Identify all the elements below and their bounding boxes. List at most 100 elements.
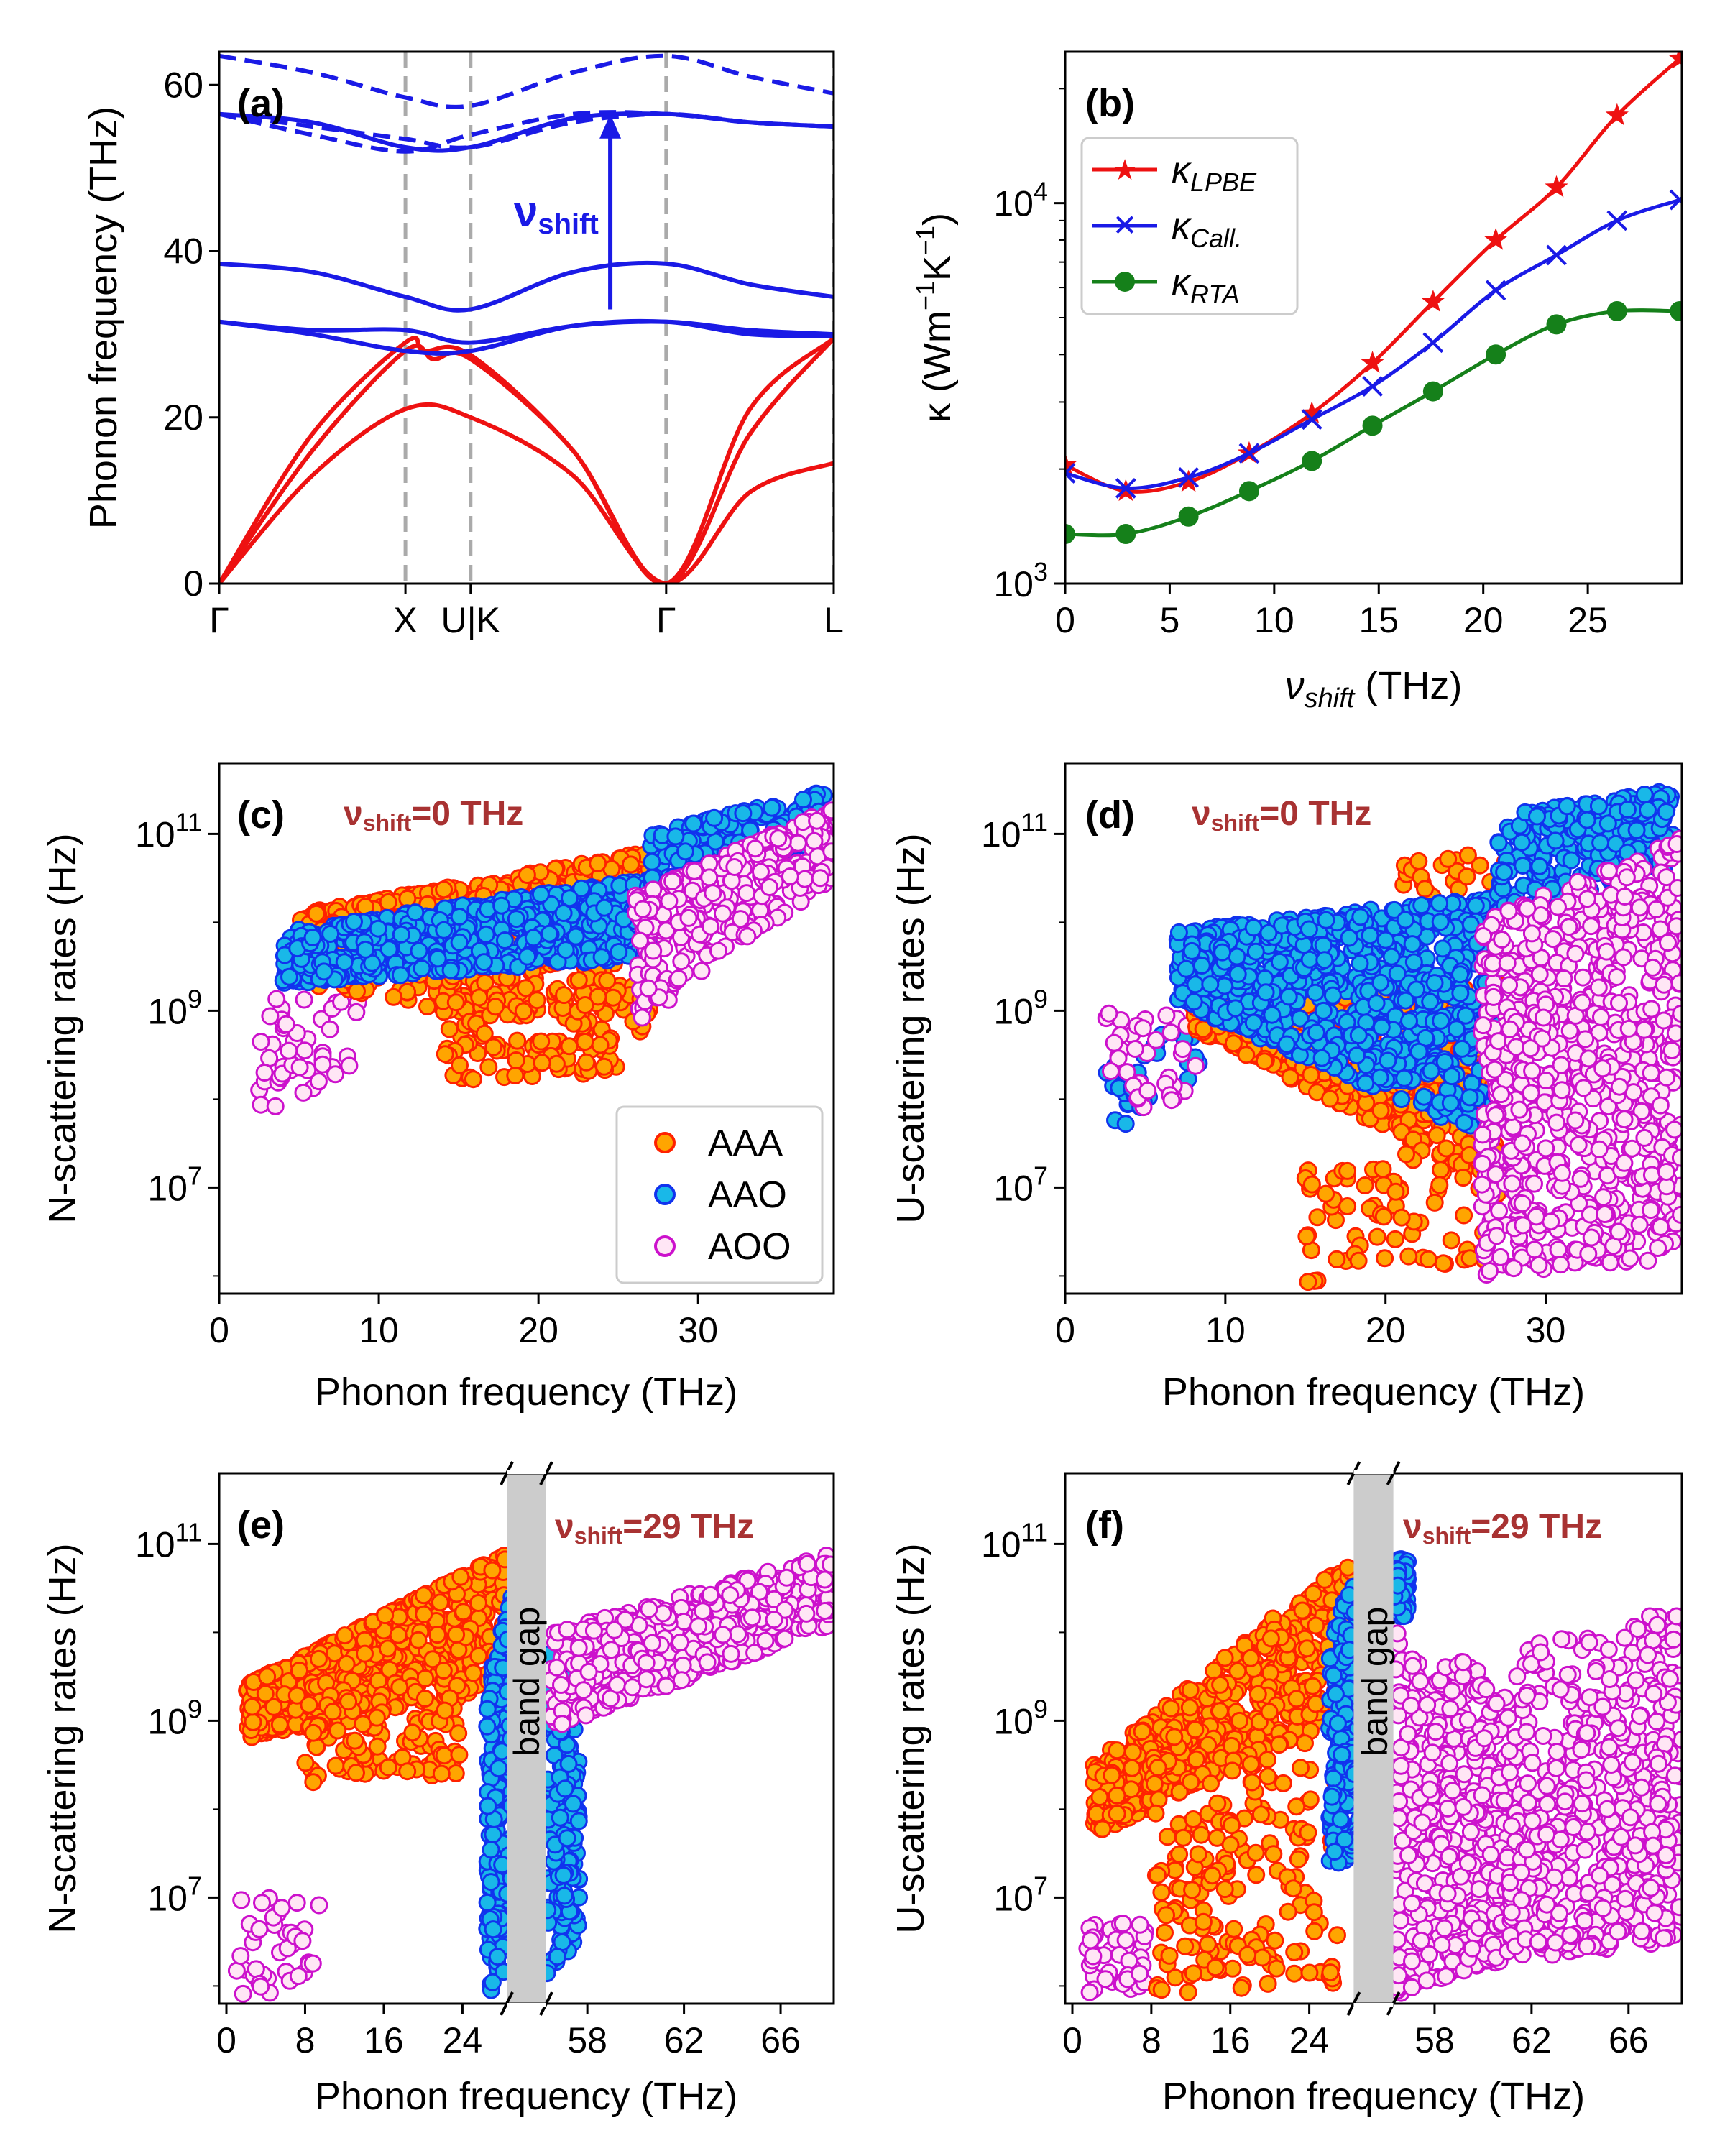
panel-c-xlabel: Phonon frequency (THz) bbox=[315, 1370, 737, 1414]
panel-d-point-aaa bbox=[1338, 1161, 1357, 1180]
panel-d-point-aoo bbox=[1473, 1175, 1491, 1194]
panel-b-point-LPBE-10 bbox=[1668, 52, 1682, 69]
panel-d-point-aao bbox=[1453, 1039, 1471, 1058]
panel-d-point-aoo bbox=[1537, 1072, 1555, 1089]
panel-d-point-aao bbox=[1359, 982, 1378, 1000]
panel-c-point-aaa bbox=[464, 1070, 482, 1089]
panel-c-point-aaa bbox=[622, 855, 640, 874]
panel-c-point-aoo bbox=[280, 1041, 298, 1060]
panel-d-point-aao bbox=[1259, 923, 1278, 942]
panel-c-point-aoo bbox=[746, 839, 765, 858]
panel-d-point-aao bbox=[1315, 951, 1334, 969]
panel-d-point-aoo bbox=[1162, 1023, 1180, 1042]
panel-d-point-aao bbox=[1356, 1074, 1375, 1092]
panel-d-point-aoo bbox=[1576, 1030, 1595, 1049]
panel-d-point-aao bbox=[1314, 936, 1333, 954]
panel-c-point-aao bbox=[380, 940, 398, 959]
panel-d-point-aao bbox=[1431, 913, 1450, 931]
panel-c-point-aoo bbox=[805, 831, 824, 850]
panel-b-point-RTA-4 bbox=[1302, 451, 1322, 471]
panel-c-point-aoo bbox=[639, 979, 658, 998]
panel-d-point-aoo bbox=[1643, 958, 1662, 977]
panel-d-point-aoo bbox=[1639, 1251, 1657, 1270]
panel-d-point-aoo bbox=[1514, 1216, 1532, 1235]
panel-b-point-RTA-3 bbox=[1238, 481, 1259, 502]
panel-d-point-aaa bbox=[1442, 1231, 1460, 1250]
panel-d-point-aao bbox=[1514, 857, 1532, 875]
panel-d-point-aoo bbox=[1486, 1060, 1504, 1079]
panel-c-point-aoo bbox=[295, 1041, 314, 1060]
panel-d-point-aoo bbox=[1573, 993, 1591, 1012]
legend-entry-call: ✕ κCall. bbox=[1092, 206, 1242, 253]
panel-d-point-aoo bbox=[1657, 1163, 1675, 1181]
panel-d-point-aoo bbox=[1530, 1256, 1548, 1274]
panel-d-point-aoo bbox=[1560, 1021, 1579, 1040]
panel-d-point-aoo bbox=[1666, 1024, 1682, 1043]
panel-d-point-aoo bbox=[1560, 918, 1578, 936]
panel-b-point-Call.-3 bbox=[1238, 443, 1260, 464]
panel-b-point-Call.-5 bbox=[1362, 376, 1383, 397]
panel-d-point-aao bbox=[1657, 803, 1675, 821]
panel-d-point-aoo bbox=[1652, 1217, 1670, 1236]
panel-d-point-aoo bbox=[1610, 994, 1628, 1012]
legend-marker-aoo bbox=[654, 1235, 676, 1257]
panel-d-point-aao bbox=[1263, 1005, 1282, 1024]
panel-a-shift-arrow-head bbox=[599, 114, 622, 139]
panel-a-xtick-label-2: U|K bbox=[441, 600, 500, 640]
panel-d-point-aao bbox=[1382, 947, 1401, 966]
panel-d-point-aoo bbox=[1655, 975, 1673, 994]
panel-c-point-aao bbox=[592, 948, 611, 967]
panel-c-point-aaa bbox=[591, 1036, 610, 1054]
panel-b-legend: ★ κLPBE ✕ κCall. κRTA bbox=[1080, 137, 1299, 315]
panel-d-point-aoo bbox=[1614, 948, 1633, 967]
panel-d-point-aoo bbox=[1491, 1085, 1510, 1104]
panel-d-point-aoo bbox=[1630, 898, 1649, 917]
panel-c-point-aao bbox=[794, 791, 812, 809]
panel-c-point-aaa bbox=[514, 1002, 533, 1021]
panel-d-point-aao bbox=[1184, 992, 1203, 1011]
panel-d-point-aaa bbox=[1434, 1254, 1453, 1273]
panel-d-point-aaa bbox=[1437, 1139, 1455, 1158]
panel-b-xtick-label-3: 15 bbox=[1358, 600, 1399, 640]
panel-d-point-aaa bbox=[1338, 1197, 1357, 1215]
panel-d-point-aaa bbox=[1409, 852, 1428, 870]
panel-b-xtick-label-0: 0 bbox=[1055, 600, 1075, 640]
panel-c-point-aoo bbox=[261, 1007, 280, 1026]
panel-c-point-aao bbox=[540, 924, 558, 943]
panel-d-point-aoo bbox=[1568, 872, 1587, 891]
panel-b-xtick-label-5: 25 bbox=[1568, 600, 1608, 640]
panel-b-line-LPBE bbox=[1065, 57, 1681, 494]
panel-b-point-Call.-8 bbox=[1546, 244, 1567, 266]
panel-d-point-aao bbox=[1546, 831, 1565, 850]
panel-c-point-aoo bbox=[672, 952, 691, 971]
panel-d-point-aoo bbox=[1552, 1081, 1571, 1100]
panel-d-point-aao bbox=[1270, 952, 1289, 971]
panel-d-point-aoo bbox=[1566, 944, 1585, 963]
panel-c-point-aaa bbox=[379, 893, 397, 911]
panel-d-point-aao bbox=[1192, 957, 1211, 975]
panel-d-point-aoo bbox=[1642, 1064, 1660, 1082]
cross-icon: ✕ bbox=[1112, 208, 1137, 242]
panel-d-point-aoo bbox=[1574, 1079, 1593, 1097]
panel-c-point-aao bbox=[450, 933, 469, 952]
panel-d-point-aao bbox=[1598, 814, 1617, 833]
panel-c-point-aoo bbox=[277, 1015, 295, 1033]
panel-d-point-aoo bbox=[1157, 1006, 1176, 1025]
panel-c-point-aao bbox=[705, 808, 724, 827]
panel-d-point-aoo bbox=[1657, 1177, 1676, 1196]
panel-d-point-aao bbox=[1528, 807, 1546, 826]
panel-d-point-aao bbox=[1396, 911, 1414, 929]
panel-d-point-aao bbox=[1589, 797, 1608, 816]
panel-d-point-aoo bbox=[1670, 974, 1682, 992]
panel-c-point-aaa bbox=[508, 1031, 527, 1050]
panel-c-point-aoo bbox=[808, 811, 827, 830]
panel-c-label: (c) bbox=[237, 793, 285, 837]
panel-d-point-aao bbox=[1639, 801, 1657, 819]
panel-d-point-aoo bbox=[1581, 1205, 1599, 1224]
panel-d-point-aaa bbox=[1392, 1208, 1411, 1227]
panel-d-point-aaa bbox=[1458, 867, 1476, 886]
panel-d-point-aoo bbox=[1133, 1019, 1152, 1038]
panel-b-point-LPBE-6 bbox=[1421, 290, 1445, 312]
panel-c-point-aao bbox=[435, 921, 454, 939]
